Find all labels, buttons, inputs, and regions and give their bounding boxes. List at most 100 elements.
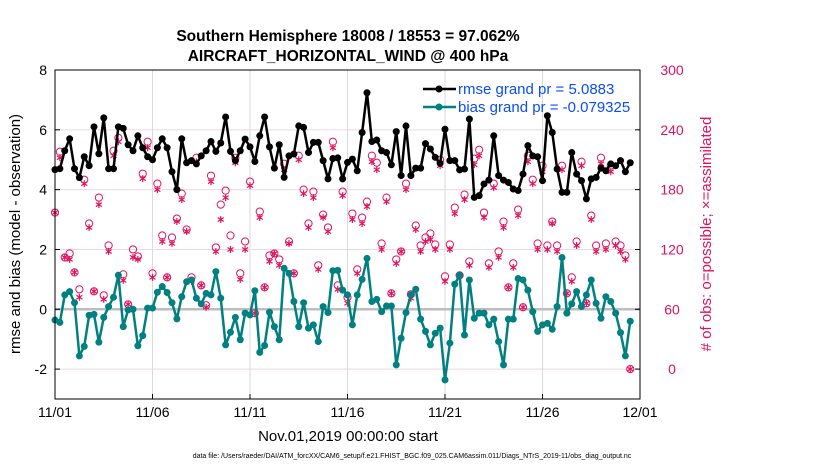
asterisk-stroke xyxy=(178,197,186,203)
asterisk-stroke xyxy=(158,238,166,244)
bias-point xyxy=(100,313,108,321)
bias-point xyxy=(217,294,225,302)
assimilated-obs-marker xyxy=(339,192,346,200)
asterisk-stroke xyxy=(446,246,454,252)
bias-point xyxy=(119,323,127,331)
assimilated-obs-marker xyxy=(568,277,576,285)
bias-point xyxy=(446,339,454,347)
rmse-point xyxy=(431,153,439,161)
asterisk-stroke xyxy=(548,221,556,227)
asterisk-stroke xyxy=(495,254,502,260)
grid xyxy=(55,70,640,399)
bias-point xyxy=(324,309,332,317)
asterisk-stroke xyxy=(168,240,176,246)
bias-point xyxy=(422,327,429,335)
assimilated-obs-marker xyxy=(500,224,507,232)
rmse-point xyxy=(407,172,415,180)
rmse-point xyxy=(480,180,488,188)
bias-point xyxy=(534,327,542,335)
asterisk-stroke xyxy=(314,266,322,272)
rmse-point xyxy=(139,144,147,152)
assimilated-obs-marker xyxy=(548,220,556,228)
bias-point xyxy=(300,299,308,307)
rmse-point xyxy=(617,157,624,165)
rmse-point xyxy=(305,149,312,157)
bias-point xyxy=(529,308,537,316)
asterisk-stroke xyxy=(363,204,371,210)
rmse-point xyxy=(202,147,210,155)
asterisk-stroke xyxy=(285,240,293,246)
rmse-point xyxy=(475,192,483,200)
asterisk-stroke xyxy=(412,227,420,233)
asterisk-stroke xyxy=(61,254,69,260)
assimilated-obs-marker xyxy=(183,228,190,236)
asterisk-stroke xyxy=(466,262,473,268)
assimilated-obs-marker xyxy=(154,186,161,194)
bias-point xyxy=(480,309,488,317)
assimilated-obs-marker xyxy=(573,241,580,249)
asterisk-stroke xyxy=(514,213,522,219)
asterisk-stroke xyxy=(149,274,156,280)
rmse-point xyxy=(348,155,356,163)
possible-obs-marker xyxy=(260,283,269,292)
bias-point xyxy=(75,352,83,360)
assimilated-obs-marker xyxy=(412,226,420,234)
bias-point xyxy=(56,318,64,326)
asterisk-stroke xyxy=(95,202,103,208)
possible-obs-marker xyxy=(197,281,206,290)
bias-point xyxy=(592,299,600,307)
bias-point xyxy=(90,310,98,318)
asterisk-stroke xyxy=(310,195,317,201)
asterisk-stroke xyxy=(66,256,73,262)
plot-marks xyxy=(50,89,635,384)
chart-title-line-2: AIRCRAFT_HORIZONTAL_WIND @ 400 hPa xyxy=(188,48,509,65)
assimilated-obs-marker xyxy=(324,228,332,236)
asterisk-stroke xyxy=(597,161,605,167)
asterisk-stroke xyxy=(622,256,629,262)
asterisk-stroke xyxy=(261,284,268,290)
bias-point xyxy=(144,304,152,312)
y-tick-label: 6 xyxy=(39,122,47,138)
assimilated-obs-marker xyxy=(358,220,366,228)
asterisk-stroke xyxy=(480,215,488,221)
rmse-point xyxy=(56,165,64,173)
asterisk-stroke xyxy=(509,264,517,270)
bias-point xyxy=(587,276,595,284)
bias-point xyxy=(339,286,347,294)
assimilated-obs-marker xyxy=(236,275,244,283)
rmse-point xyxy=(578,177,585,185)
rmse-point xyxy=(207,137,215,145)
bias-point xyxy=(436,324,444,332)
bias-point xyxy=(314,338,322,346)
rmse-point xyxy=(363,89,371,97)
assimilated-obs-marker xyxy=(90,287,98,295)
bias-point xyxy=(612,309,620,317)
asterisk-stroke xyxy=(266,258,273,264)
asterisk-stroke xyxy=(392,260,400,266)
possible-obs-marker xyxy=(397,247,406,256)
bias-point xyxy=(626,317,634,325)
assimilated-obs-marker xyxy=(168,239,176,247)
y-tick-label: -2 xyxy=(35,361,48,377)
asterisk-stroke xyxy=(368,159,376,165)
y-right-tick-label: 180 xyxy=(660,182,684,198)
rmse-point xyxy=(280,173,288,181)
bias-point xyxy=(153,288,161,296)
asterisk-stroke xyxy=(388,290,395,296)
assimilated-obs-marker xyxy=(617,247,624,255)
bias-point xyxy=(212,268,220,276)
asterisk-stroke xyxy=(300,191,307,197)
assimilated-obs-marker xyxy=(446,245,454,253)
assimilated-obs-marker xyxy=(534,245,541,253)
rmse-point xyxy=(353,167,361,175)
rmse-point xyxy=(397,172,405,180)
possible-obs-marker xyxy=(226,231,235,240)
asterisk-stroke xyxy=(134,256,142,262)
bias-point xyxy=(231,313,239,321)
asterisk-stroke xyxy=(173,219,181,225)
assimilated-obs-marker xyxy=(100,295,108,303)
assimilated-obs-marker xyxy=(373,166,381,174)
assimilated-obs-marker xyxy=(202,303,210,311)
rmse-point xyxy=(441,125,449,133)
